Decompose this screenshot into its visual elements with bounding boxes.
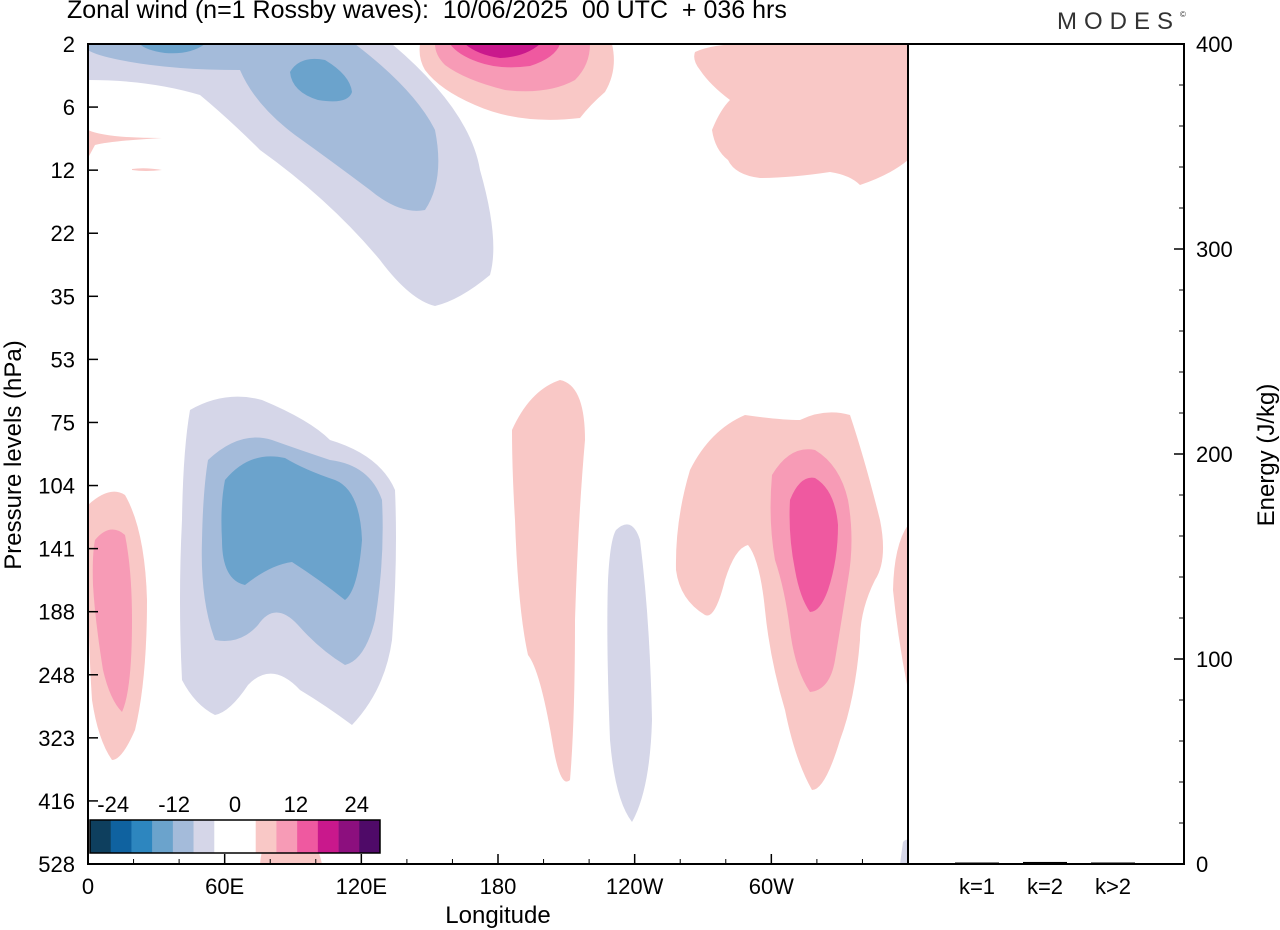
pos-region-right-edge [893,525,908,690]
colorbar-swatch [338,820,360,853]
colorbar-swatch [359,820,381,853]
chart-title: Zonal wind (n=1 Rossby waves): 10/06/202… [67,0,787,24]
colorbar-label: 0 [229,792,241,817]
colorbar-frame [89,819,381,854]
energy-bar [1091,862,1135,864]
y-tick-label: 528 [38,852,75,877]
colorbar-swatch [172,820,194,853]
pos-streak-1 [88,130,162,158]
energy-category-label: k>2 [1095,874,1131,899]
y-tick-label: 75 [51,410,75,435]
energy-axis-title: Energy (J/kg) [1253,384,1280,527]
y-tick-label: 35 [51,284,75,309]
x-axis-title: Longitude [445,902,550,929]
x-tick-label: 0 [82,874,94,899]
x-tick-label: 120W [606,874,664,899]
energy-tick-label: 400 [1196,32,1233,57]
y-tick-label: 141 [38,537,75,562]
pos-region-topright-p1 [694,44,908,185]
contour-field [88,44,908,864]
energy-category-label: k=2 [1027,874,1063,899]
colorbar-swatch [255,820,277,853]
energy-tick-label: 200 [1196,442,1233,467]
colorbar-swatch [235,820,257,853]
energy-tick-label: 0 [1196,852,1208,877]
energy-bar [1023,861,1067,864]
pos-region-column [512,380,585,782]
x-axis: 0 60E 120E 180 120W 60W [82,854,863,899]
y-tick-label: 323 [38,726,75,751]
colorbar-swatch [131,820,153,853]
x-tick-label: 60E [205,874,244,899]
neg-region-upper-l3b [140,44,205,54]
y-tick-label: 104 [38,474,75,499]
neg-region-mid-l3 [221,456,362,600]
y-tick-label: 2 [63,32,75,57]
energy-tick-label: 100 [1196,647,1233,672]
neg-region-bottom-right [900,839,908,864]
energy-axis: 0 100 200 300 400 [1174,32,1233,877]
y-tick-label: 416 [38,789,75,814]
y-axis-title: Pressure levels (hPa) [0,340,27,569]
pos-region-top-p4 [465,44,540,58]
colorbar-label: 12 [284,792,308,817]
neg-region-column [607,524,652,822]
colorbar-label: -24 [97,792,129,817]
colorbar-swatch [193,820,215,853]
y-axis: 2 6 12 22 35 53 75 104 141 188 248 323 416 528 [38,32,98,877]
y-tick-label: 22 [51,221,75,246]
x-tick-label: 180 [480,874,517,899]
logo-mark: © [1180,10,1186,19]
x-tick-label: 120E [336,874,387,899]
energy-bar [955,862,999,864]
energy-panel-frame [907,43,1185,865]
colorbar-swatch [110,820,132,853]
y-tick-label: 12 [51,158,75,183]
neg-region-upper-l2 [88,44,439,211]
modes-logo: MODES© [1057,8,1186,36]
energy-bars: k=1 k=2 k>2 [955,861,1135,899]
energy-tick-label: 300 [1196,237,1233,262]
pos-region-left-p2 [92,529,132,712]
y-tick-label: 53 [51,347,75,372]
colorbar-swatch [317,820,339,853]
colorbar-swatch [276,820,298,853]
colorbar-label: -12 [158,792,190,817]
colorbar-swatch [297,820,319,853]
colorbar-label: 24 [345,792,369,817]
colorbar-swatch [214,820,236,853]
neg-region-upper-l3 [290,58,352,102]
energy-category-label: k=1 [959,874,995,899]
colorbar-swatch [90,820,112,853]
logo-text: MODES [1057,8,1181,35]
y-tick-label: 188 [38,600,75,625]
colorbar-swatch [152,820,174,853]
x-tick-label: 60W [749,874,794,899]
y-tick-label: 6 [63,95,75,120]
pos-region-right-p3 [789,477,838,612]
colorbar: -24 -12 0 12 24 [89,792,381,854]
pos-streak-2 [132,168,162,171]
y-tick-label: 248 [38,663,75,688]
